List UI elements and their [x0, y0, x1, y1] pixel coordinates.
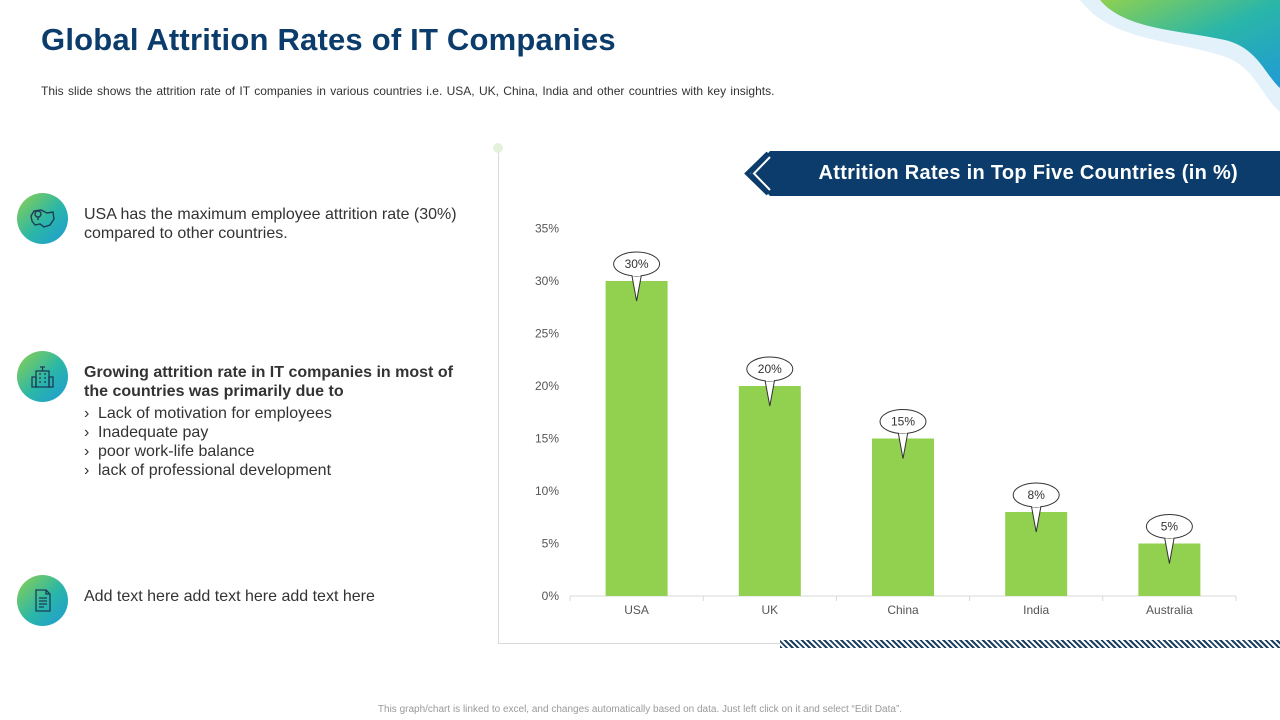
- insight-icon-circle: [17, 575, 68, 626]
- document-icon: [35, 589, 51, 612]
- building-icon: [31, 366, 54, 388]
- list-item: › Inadequate pay: [84, 424, 209, 441]
- hatch-strip: [780, 640, 1280, 648]
- list-item: › lack of professional development: [84, 462, 332, 479]
- map-icon: [30, 209, 55, 228]
- list-item: › Lack of motivation for employees: [84, 405, 332, 422]
- chevron-right-icon: ›: [84, 462, 90, 479]
- insight-icon-circle: [17, 351, 68, 402]
- insight-text: USA has the maximum employee attrition r…: [84, 206, 457, 242]
- corner-decoration: [1080, 0, 1280, 112]
- list-item: › poor work-life balance: [84, 443, 255, 460]
- insight-heading: Growing attrition rate in IT companies i…: [84, 364, 453, 400]
- chart-title: Attrition Rates in Top Five Countries (i…: [818, 162, 1238, 184]
- reasons-list: › Lack of motivation for employees › Inade…: [84, 404, 479, 480]
- panel-dot: [493, 143, 503, 153]
- insight-text: Growing attrition rate in IT companies i…: [84, 363, 479, 480]
- page-title: Global Attrition Rates of IT Companies: [41, 22, 616, 57]
- insight-text: Add text here add text here add text her…: [84, 588, 375, 605]
- footnote: This graph/chart is linked to excel, and…: [377, 704, 903, 715]
- insight-icon-circle: [17, 193, 68, 244]
- page-subtitle: This slide shows the attrition rate of I…: [41, 84, 775, 98]
- chart-title-banner: [744, 151, 1280, 196]
- chevron-right-icon: ›: [84, 443, 90, 460]
- chevron-right-icon: ›: [84, 405, 90, 422]
- chart-panel-frame: [498, 148, 1280, 644]
- chevron-right-icon: ›: [84, 424, 90, 441]
